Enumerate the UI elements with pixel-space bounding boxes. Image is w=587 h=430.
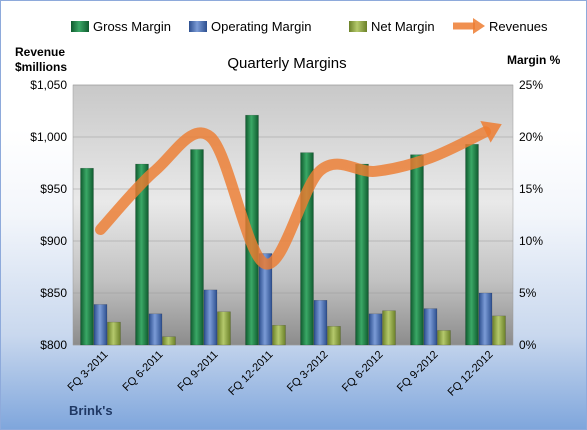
revenues-arrowhead xyxy=(480,120,502,143)
legend-swatch-operating-margin xyxy=(189,21,207,32)
net-margin-bar xyxy=(327,326,341,346)
net-margin-bar xyxy=(437,330,451,346)
right-tick-label: 25% xyxy=(519,78,543,92)
operating-margin-bar xyxy=(313,300,328,346)
legend-item-revenues: Revenues xyxy=(453,18,548,34)
x-tick-label: FQ 9-2012 xyxy=(395,349,441,395)
operating-margin-bar xyxy=(258,253,273,346)
revenues-line-group xyxy=(95,120,502,270)
net-margin-bar xyxy=(272,324,286,346)
operating-margin-bar xyxy=(478,292,493,346)
left-tick-label: $800 xyxy=(40,338,67,352)
legend-label-revenues: Revenues xyxy=(489,19,548,34)
left-tick-label: $1,000 xyxy=(30,130,67,144)
company-label: Brink's xyxy=(69,403,113,418)
left-tick-label: $1,050 xyxy=(30,78,67,92)
legend-arrow-revenues xyxy=(473,18,485,34)
gross-margin-bar xyxy=(80,167,94,346)
net-margin-bar xyxy=(217,311,231,346)
legend-label-gross-margin: Gross Margin xyxy=(93,19,171,34)
operating-margin-bar xyxy=(423,308,438,346)
net-margin-bar xyxy=(162,336,176,346)
left-axis-ticks: $800 $850 $900 $950 $1,000 $1,050 xyxy=(30,78,67,352)
left-tick-label: $900 xyxy=(40,234,67,248)
revenues-line xyxy=(95,126,491,270)
x-tick-label: FQ 12-2012 xyxy=(446,349,496,399)
left-axis-title-line2: $millions xyxy=(15,60,67,74)
right-tick-label: 20% xyxy=(519,130,543,144)
right-axis-title: Margin % xyxy=(507,53,561,67)
left-tick-label: $950 xyxy=(40,182,67,196)
operating-margin-bar xyxy=(203,289,218,346)
right-tick-label: 10% xyxy=(519,234,543,248)
legend-item-operating-margin: Operating Margin xyxy=(189,19,311,34)
net-margin-bar xyxy=(382,310,396,346)
net-margin-bar xyxy=(492,315,506,346)
legend-item-net-margin: Net Margin xyxy=(349,19,435,34)
left-tick-label: $850 xyxy=(40,286,67,300)
x-tick-label: FQ 9-2011 xyxy=(176,349,221,394)
legend: Gross Margin Operating Margin Net Margin… xyxy=(71,18,548,34)
operating-margin-bar xyxy=(148,313,163,346)
legend-label-operating-margin: Operating Margin xyxy=(211,19,311,34)
right-tick-label: 5% xyxy=(519,286,537,300)
x-tick-label: FQ 3-2011 xyxy=(66,349,111,394)
gross-margin-bar xyxy=(410,154,424,346)
x-tick-label: FQ 12-2011 xyxy=(226,349,275,398)
x-axis-ticks: FQ 3-2011 FQ 6-2011 FQ 9-2011 FQ 12-2011 FQ … xyxy=(66,349,496,399)
chart-title: Quarterly Margins xyxy=(227,55,346,72)
legend-item-gross-margin: Gross Margin xyxy=(71,19,171,34)
right-axis-ticks: 0% 5% 10% 15% 20% 25% xyxy=(519,78,543,352)
legend-swatch-net-margin xyxy=(349,21,367,32)
right-tick-label: 0% xyxy=(519,338,537,352)
left-axis-title-line1: Revenue xyxy=(15,45,65,59)
gross-margin-bar xyxy=(465,144,479,346)
operating-margin-bar xyxy=(368,313,383,346)
gross-margin-bar xyxy=(135,163,149,346)
gross-margin-bar xyxy=(355,163,369,346)
right-tick-label: 15% xyxy=(519,182,543,196)
legend-swatch-gross-margin xyxy=(71,21,89,32)
x-tick-label: FQ 3-2012 xyxy=(285,349,331,395)
operating-margin-bar xyxy=(93,304,108,346)
x-tick-label: FQ 6-2012 xyxy=(340,349,386,395)
net-margin-bar xyxy=(107,321,121,346)
bars xyxy=(80,114,506,346)
x-tick-label: FQ 6-2011 xyxy=(121,349,166,394)
gross-margin-bar xyxy=(190,149,204,346)
legend-label-net-margin: Net Margin xyxy=(371,19,435,34)
